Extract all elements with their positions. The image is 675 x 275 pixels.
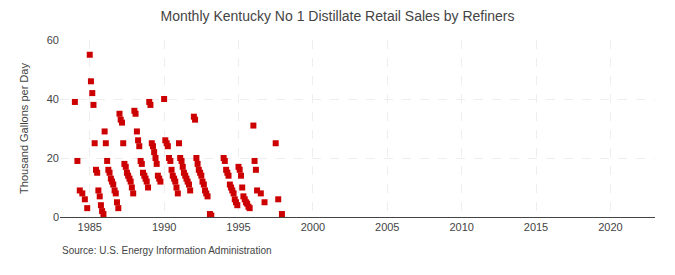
- svg-text:40: 40: [47, 93, 59, 105]
- svg-text:1990: 1990: [152, 221, 176, 233]
- svg-text:20: 20: [47, 152, 59, 164]
- svg-text:2020: 2020: [598, 221, 622, 233]
- svg-text:1995: 1995: [226, 221, 250, 233]
- svg-text:1985: 1985: [78, 221, 102, 233]
- svg-text:60: 60: [47, 34, 59, 46]
- svg-text:Thousand Gallons per Day: Thousand Gallons per Day: [18, 63, 30, 194]
- svg-text:2005: 2005: [375, 221, 399, 233]
- svg-text:2015: 2015: [524, 221, 548, 233]
- svg-text:2000: 2000: [301, 221, 325, 233]
- svg-text:2010: 2010: [449, 221, 473, 233]
- svg-text:0: 0: [53, 211, 59, 223]
- svg-text:Source: U.S. Energy Informatio: Source: U.S. Energy Information Administ…: [62, 245, 272, 256]
- svg-text:Monthly Kentucky No 1 Distilla: Monthly Kentucky No 1 Distillate Retail …: [160, 8, 514, 24]
